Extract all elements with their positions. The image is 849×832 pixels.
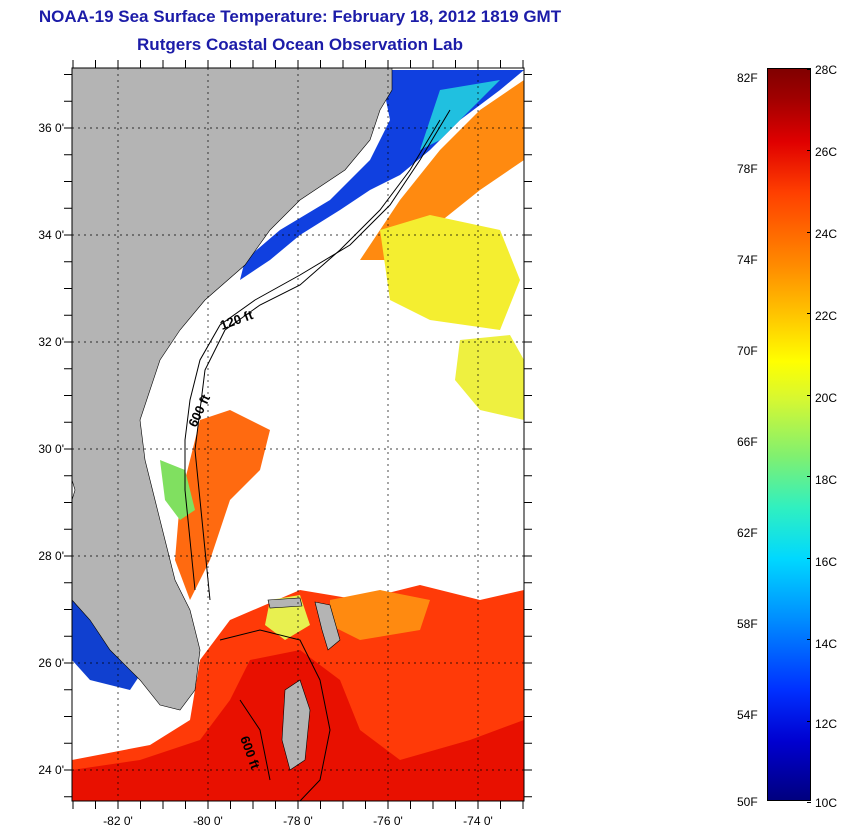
orange-water-north (360, 80, 524, 260)
colorbar-f-label: 74F (737, 253, 758, 267)
colorbar-tick (807, 639, 811, 641)
colorbar-c-label: 14C (815, 637, 838, 651)
lon-label: -80 0' (193, 814, 223, 828)
colorbar-f-label: 62F (737, 526, 758, 540)
land-andros (281, 679, 311, 771)
lon-label: -78 0' (283, 814, 313, 828)
colorbar-f-label: 70F (737, 344, 758, 358)
lat-label: 28 0' (38, 549, 64, 563)
colorbar-tick (807, 150, 811, 152)
warm-water-offshore (175, 410, 270, 600)
colorbar-c-label: 10C (815, 796, 838, 810)
colorbar-f-label: 54F (737, 708, 758, 722)
axis-ticks (64, 60, 532, 809)
colorbar-f-label: 58F (737, 617, 758, 631)
colorbar-f-label: 50F (737, 795, 758, 809)
lat-label: 36 0' (38, 121, 64, 135)
colorbar-c-label: 20C (815, 391, 838, 405)
lon-label: -82 0' (103, 814, 133, 828)
colorbar-c-label: 16C (815, 555, 838, 569)
lon-label: -74 0' (463, 814, 493, 828)
land-southeast-us (72, 68, 393, 711)
colorbar-f-label: 82F (737, 71, 758, 85)
lon-label: -76 0' (373, 814, 403, 828)
lat-label: 26 0' (38, 656, 64, 670)
colorbar-f-label: 66F (737, 435, 758, 449)
colorbar-tick (807, 476, 811, 478)
colorbar-f-label: 78F (737, 162, 758, 176)
land-abaco (314, 601, 341, 651)
colorbar-c-label: 22C (815, 309, 838, 323)
lat-axis: 36 0' 34 0' 32 0' 30 0' 28 0' 26 0' 24 0… (38, 121, 64, 777)
temperature-colorbar (767, 68, 811, 803)
graticule (72, 68, 524, 801)
lat-label: 34 0' (38, 228, 64, 242)
colorbar-tick (807, 802, 811, 803)
contour-600ft (184, 109, 451, 591)
yellow-water-east-2 (455, 335, 524, 420)
colorbar-c-label: 28C (815, 63, 838, 77)
colorbar-tick (807, 69, 811, 70)
colorbar-tick (807, 313, 811, 315)
contour-bahamas (219, 629, 331, 801)
map-subtitle: Rutgers Coastal Ocean Observation Lab (137, 35, 463, 54)
contour-120ft (194, 119, 441, 601)
colorbar-tick (807, 557, 811, 559)
lon-axis: -82 0' -80 0' -78 0' -76 0' -74 0' (103, 814, 493, 828)
orange-water-south-east (330, 590, 430, 640)
land-grand-bahama (267, 597, 303, 609)
colorbar-tick (807, 720, 811, 722)
colorbar-c-label: 26C (815, 145, 838, 159)
map-title: NOAA-19 Sea Surface Temperature: Februar… (38, 7, 562, 26)
colorbar-tick (807, 394, 811, 396)
colorbar-c-label: 24C (815, 227, 838, 241)
yellow-water-east (380, 215, 520, 330)
colorbar-tick (807, 231, 811, 233)
lat-label: 32 0' (38, 335, 64, 349)
lat-label: 24 0' (38, 763, 64, 777)
teal-shelf-north (420, 80, 500, 150)
colorbar-c-label: 12C (815, 717, 838, 731)
lat-label: 30 0' (38, 442, 64, 456)
colorbar-c-label: 18C (815, 473, 838, 487)
